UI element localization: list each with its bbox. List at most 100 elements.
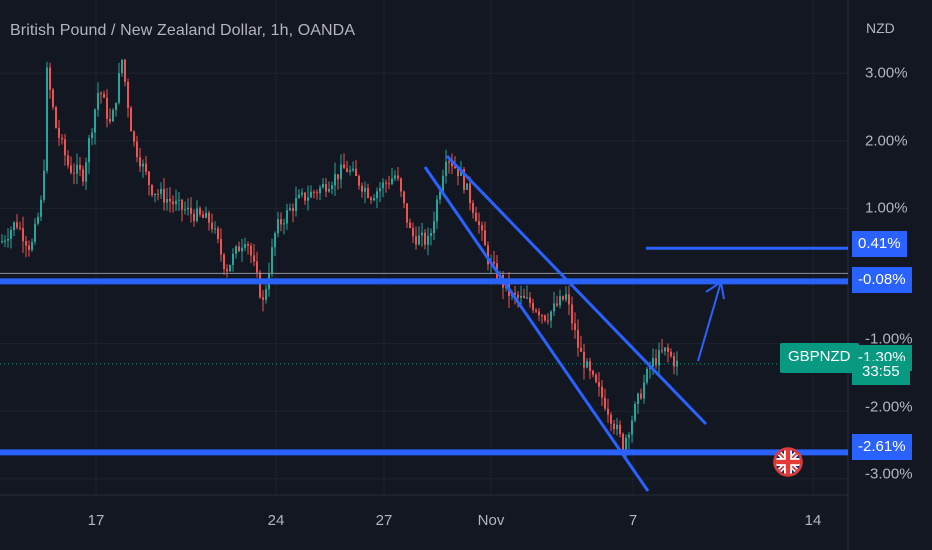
candle: [28, 245, 30, 250]
level-badge[interactable]: 0.41%: [852, 231, 907, 257]
candle: [91, 132, 93, 139]
candle: [442, 175, 444, 192]
candle: [391, 178, 393, 184]
candle: [430, 233, 432, 236]
candle: [601, 386, 603, 398]
candle: [106, 97, 108, 119]
candle: [367, 187, 369, 198]
candle: [484, 230, 486, 246]
candle: [541, 315, 543, 317]
level-badge[interactable]: -2.61%: [852, 434, 912, 460]
candle: [232, 253, 234, 265]
candle: [565, 294, 567, 300]
candle: [319, 187, 321, 194]
candle: [589, 361, 591, 371]
candle: [343, 164, 345, 169]
candle: [127, 81, 129, 108]
candle: [397, 175, 399, 179]
candle: [529, 297, 531, 304]
candle: [88, 138, 90, 163]
candle: [226, 269, 228, 272]
candle: [166, 198, 168, 203]
uk-flag-icon[interactable]: [773, 447, 803, 477]
candle: [421, 232, 423, 236]
candle: [592, 370, 594, 375]
candle: [439, 191, 441, 200]
candle: [187, 207, 189, 210]
candle: [556, 303, 558, 306]
candle: [532, 303, 534, 311]
projection-arrow-head: [705, 280, 725, 300]
candle: [553, 303, 555, 312]
candle: [61, 137, 63, 140]
y-tick: 2.00%: [865, 132, 908, 150]
candle: [475, 212, 477, 222]
candle: [373, 198, 375, 201]
candle: [376, 191, 378, 199]
candle: [193, 213, 195, 221]
candle: [646, 368, 648, 383]
candle: [16, 222, 18, 228]
candle: [355, 168, 357, 176]
candle: [673, 356, 675, 367]
candle: [619, 424, 621, 434]
y-tick: 1.00%: [865, 199, 908, 217]
candle: [157, 193, 159, 195]
candle: [640, 393, 642, 399]
candle: [124, 59, 126, 82]
candle: [280, 219, 282, 225]
candle: [361, 185, 363, 192]
candle: [664, 347, 666, 352]
candle: [328, 189, 330, 192]
candle: [487, 245, 489, 265]
candle: [265, 289, 267, 300]
candle: [259, 272, 261, 298]
candle: [625, 437, 627, 451]
candle: [46, 67, 48, 171]
candle: [409, 222, 411, 229]
candle: [73, 172, 75, 174]
y-tick: -2.00%: [865, 398, 913, 416]
candle: [301, 192, 303, 195]
candle: [382, 182, 384, 189]
level-badge[interactable]: -0.08%: [852, 267, 912, 293]
candle: [535, 310, 537, 312]
symbol-tag[interactable]: GBPNZD: [780, 343, 859, 373]
candle: [418, 235, 420, 245]
candle: [100, 92, 102, 94]
candle: [79, 164, 81, 170]
candle: [1, 240, 3, 243]
candle: [148, 171, 150, 185]
candle: [256, 261, 258, 273]
candle: [43, 170, 45, 200]
candle: [307, 197, 309, 201]
candle: [262, 297, 264, 300]
candle: [478, 221, 480, 226]
candle: [70, 165, 72, 173]
candle: [13, 222, 15, 231]
candle: [295, 197, 297, 212]
candle: [604, 397, 606, 409]
candle: [67, 155, 69, 166]
candle: [520, 295, 522, 298]
candle: [160, 188, 162, 194]
candle: [253, 255, 255, 262]
candle: [454, 166, 456, 169]
candle: [385, 182, 387, 184]
candle: [403, 191, 405, 204]
candle: [316, 192, 318, 194]
candle: [349, 170, 351, 172]
candle: [598, 381, 600, 387]
candle: [97, 92, 99, 110]
candle: [292, 208, 294, 212]
candle: [94, 109, 96, 133]
candle: [133, 131, 135, 142]
candle: [202, 214, 204, 218]
candle: [538, 311, 540, 316]
x-tick: 14: [804, 512, 822, 529]
candle: [22, 228, 24, 242]
candle: [412, 228, 414, 237]
candle: [172, 201, 174, 205]
